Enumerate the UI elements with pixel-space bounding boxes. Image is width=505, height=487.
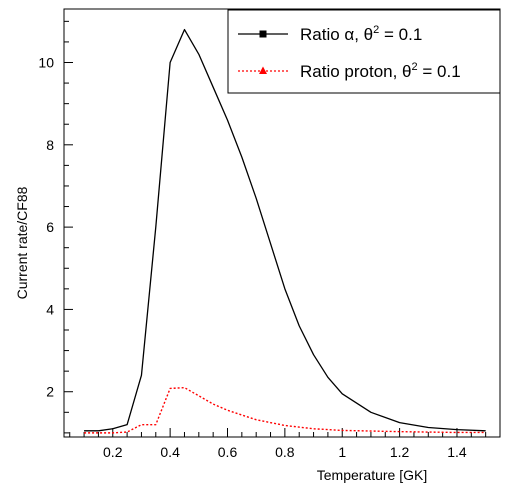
- legend-box: [227, 9, 501, 94]
- plot-frame: [63, 8, 501, 438]
- y-axis-title: Current rate/CF88: [14, 186, 30, 299]
- y-tick-label: 6: [46, 219, 54, 235]
- legend-entry-2: Ratio proton, θ2 = 0.1: [238, 61, 461, 81]
- y-tick-label: 4: [46, 301, 54, 317]
- x-tick-labels: 0.2 0.4 0.6 0.8 1 1.2 1.4: [103, 444, 467, 460]
- legend-label: Ratio α, θ2 = 0.1: [300, 24, 422, 44]
- y-tick-label: 10: [38, 55, 54, 71]
- square-marker-icon: [259, 30, 267, 38]
- series-line-2: [84, 386, 486, 434]
- x-tick-label: 0.4: [160, 444, 180, 460]
- x-axis-title: Temperature [GK]: [317, 467, 428, 483]
- triangle-marker-icon: [259, 66, 267, 74]
- axis-ticks: [64, 20, 487, 437]
- y-tick-label: 2: [46, 384, 54, 400]
- x-tick-label: 1.2: [390, 444, 410, 460]
- x-tick-label: 0.2: [103, 444, 123, 460]
- legend-label: Ratio proton, θ2 = 0.1: [300, 61, 461, 81]
- y-tick-label: 8: [46, 137, 54, 153]
- x-tick-label: 0.8: [275, 444, 295, 460]
- y-tick-labels: 2 4 6 8 10: [38, 55, 54, 400]
- x-tick-label: 0.6: [218, 444, 238, 460]
- series-layer: [84, 28, 486, 434]
- series-line-1: [84, 28, 486, 432]
- x-tick-label: 1.4: [447, 444, 467, 460]
- legend: Ratio α, θ2 = 0.1 Ratio proton, θ2 = 0.1: [227, 9, 501, 94]
- legend-entry-1: Ratio α, θ2 = 0.1: [238, 24, 422, 44]
- x-tick-label: 1: [338, 444, 346, 460]
